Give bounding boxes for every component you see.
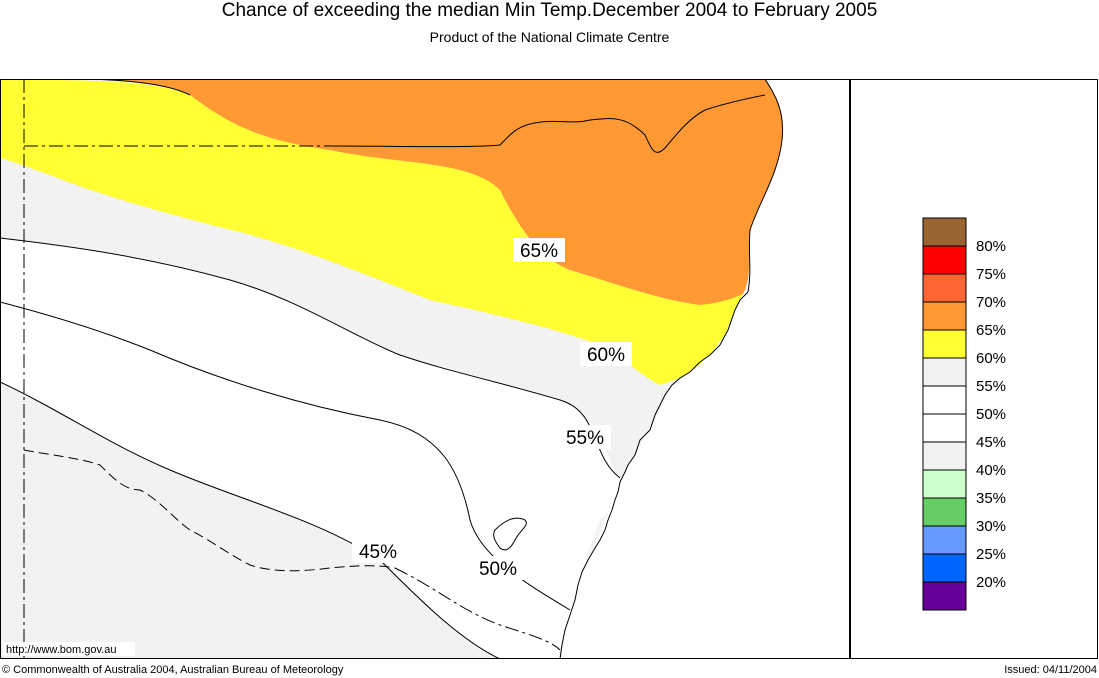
contour-label-50: 50% xyxy=(479,559,517,580)
legend-swatch xyxy=(922,217,967,247)
band-60-65 xyxy=(0,79,745,385)
legend-swatch xyxy=(922,581,967,611)
legend-label: 40% xyxy=(976,462,1006,479)
legend-label: 65% xyxy=(976,322,1006,339)
legend-swatch xyxy=(922,497,967,527)
coastline xyxy=(559,79,784,659)
legend-frame xyxy=(850,79,1098,659)
legend-label: 55% xyxy=(976,378,1006,395)
band-45-55 xyxy=(0,238,850,659)
legend-swatch xyxy=(922,301,967,331)
contour-label-45: 45% xyxy=(359,542,397,563)
legend-label: 60% xyxy=(976,350,1006,367)
legend-label: 70% xyxy=(976,294,1006,311)
legend-swatch xyxy=(922,245,967,275)
url-label: http://www.bom.gov.au xyxy=(6,644,116,656)
band-65-70 xyxy=(70,79,783,305)
map-title: Chance of exceeding the median Min Temp.… xyxy=(221,0,878,21)
contour-label-60: 60% xyxy=(587,345,625,366)
legend-label: 80% xyxy=(976,238,1006,255)
legend-swatch xyxy=(922,525,967,555)
map-subtitle: Product of the National Climate Centre xyxy=(429,29,670,45)
issued-date: Issued: 04/11/2004 xyxy=(1004,664,1097,676)
contour-label-55: 55% xyxy=(566,428,604,449)
contour-45 xyxy=(0,381,501,659)
contour-label-65: 65% xyxy=(520,241,558,262)
legend-label: 20% xyxy=(976,574,1006,591)
copyright-text: © Commonwealth of Australia 2004, Austra… xyxy=(2,664,344,676)
legend-label: 50% xyxy=(976,406,1006,423)
border-southeast xyxy=(394,567,561,651)
legend-swatch xyxy=(922,441,967,471)
legend-swatch xyxy=(922,469,967,499)
map-frame xyxy=(0,79,850,659)
legend-swatch xyxy=(922,413,967,443)
map-area: 65% 60% 55% 50% 45% http://www.bom.gov.a… xyxy=(0,79,850,659)
legend-swatch xyxy=(922,273,967,303)
legend: 80% 75% 70% 65% 60% 55% 50% 45% 40% 35% 30% 25% 20% xyxy=(922,217,1006,611)
inland-boundaries xyxy=(23,94,766,572)
legend-swatch xyxy=(922,553,967,583)
legend-swatch xyxy=(922,329,967,359)
ocean xyxy=(560,79,850,659)
band-55-60 xyxy=(0,158,680,478)
contour-labels: 65% 60% 55% 50% 45% xyxy=(352,238,632,580)
legend-swatch xyxy=(922,357,967,387)
contour-55 xyxy=(0,237,621,479)
legend-label: 35% xyxy=(976,490,1006,507)
legend-swatch xyxy=(922,385,967,415)
boundary-south xyxy=(23,449,396,572)
contour-50 xyxy=(0,301,571,611)
lake xyxy=(493,517,527,551)
boundary-northeast xyxy=(329,94,766,153)
legend-label: 75% xyxy=(976,266,1006,283)
legend-label: 45% xyxy=(976,434,1006,451)
state-borders xyxy=(23,79,561,659)
legend-label: 30% xyxy=(976,518,1006,535)
legend-label: 25% xyxy=(976,546,1006,563)
